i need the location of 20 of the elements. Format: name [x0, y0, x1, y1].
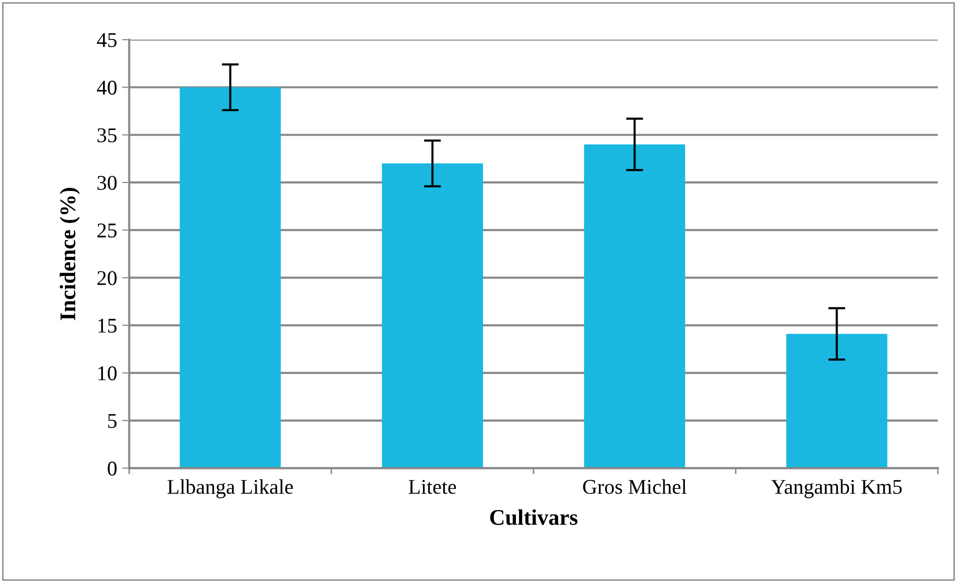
y-tick-label: 15 [98, 318, 117, 333]
bar [786, 334, 888, 468]
bar [180, 87, 281, 468]
bar [584, 144, 686, 468]
y-tick-label: 20 [97, 271, 117, 286]
x-tick-label: Yangambi Km5 [771, 479, 902, 498]
y-axis-title: Incidence (%) [60, 188, 80, 320]
x-tick-label: Litete [408, 480, 456, 494]
y-tick-label: 45 [96, 33, 117, 48]
x-tick-label: Llbanga Likale [168, 479, 293, 498]
y-tick-label: 0 [108, 462, 117, 476]
x-axis-title: Cultivars [490, 509, 578, 526]
bar [382, 163, 483, 468]
y-tick-label: 30 [98, 176, 117, 190]
x-tick-label: Gros Michel [583, 479, 687, 494]
y-tick-label: 40 [96, 80, 117, 95]
y-tick-label: 35 [98, 128, 117, 142]
y-tick-label: 5 [108, 414, 117, 428]
y-tick-label: 10 [98, 366, 117, 380]
y-tick-label: 25 [97, 224, 117, 238]
